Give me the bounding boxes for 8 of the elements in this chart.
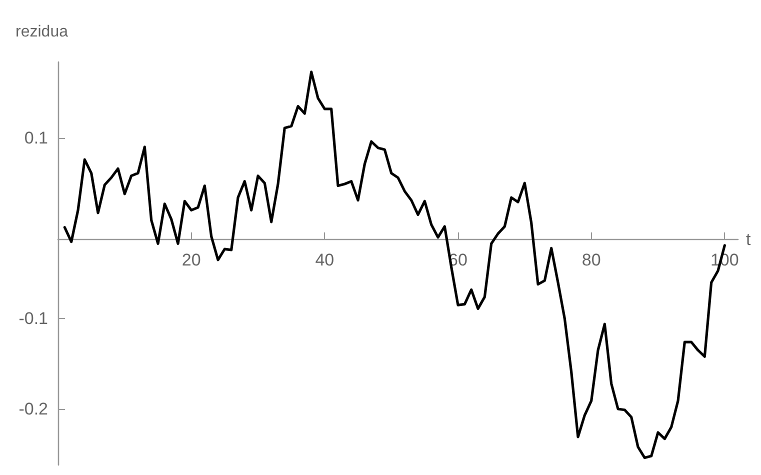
x-axis-title: t — [746, 230, 751, 249]
y-tick-label: 0.1 — [24, 128, 48, 148]
y-tick-label: -0.2 — [18, 399, 48, 418]
y-axis-title: rezidua — [16, 24, 68, 40]
x-tick-label: 80 — [582, 250, 601, 270]
x-tick-label: 20 — [182, 250, 201, 270]
x-tick-label: 40 — [315, 250, 334, 270]
y-tick-label: -0.1 — [18, 309, 48, 328]
